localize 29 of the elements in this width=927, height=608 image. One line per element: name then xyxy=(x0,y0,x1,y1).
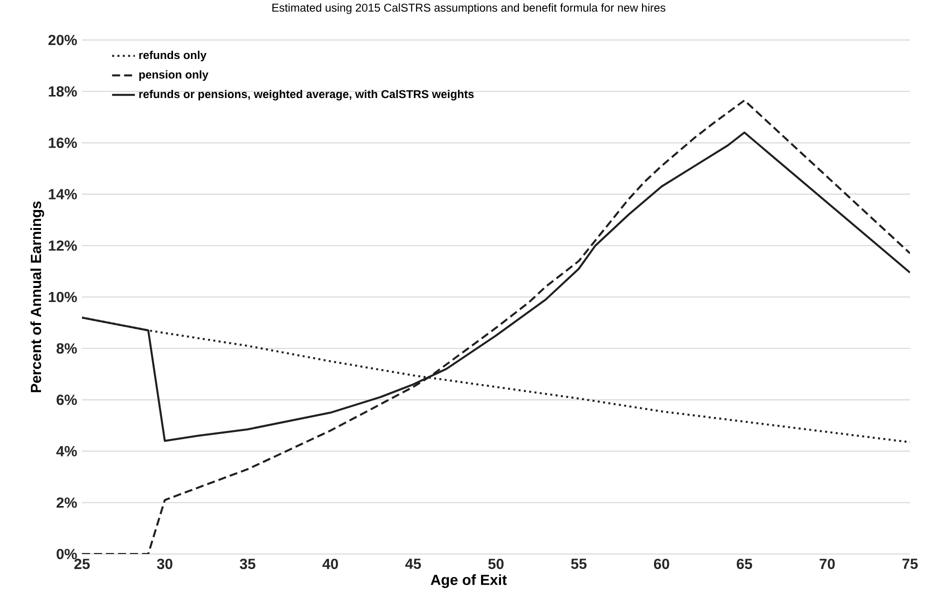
legend-label: pension only xyxy=(139,70,208,81)
y-tick-label: 4% xyxy=(56,446,77,456)
x-tick-label: 55 xyxy=(571,558,587,569)
x-tick-label: 45 xyxy=(405,558,421,569)
legend-label: refunds or pensions, weighted average, with CalSTRS weights xyxy=(139,90,474,100)
x-tick-label: 35 xyxy=(240,558,256,570)
y-tick-label: 18% xyxy=(48,86,77,97)
x-tick-label: 60 xyxy=(654,558,670,570)
y-tick-label: 16% xyxy=(48,138,77,148)
line-series xyxy=(82,99,910,554)
legend-label: refunds only xyxy=(139,50,206,62)
y-tick-label: 0% xyxy=(56,548,77,560)
x-tick-label: 70 xyxy=(820,558,835,570)
y-tick-label: 6% xyxy=(56,394,77,405)
x-tick-label: 30 xyxy=(156,558,172,570)
y-tick-label: 10% xyxy=(48,292,77,302)
y-axis-title: Percent of Annual Earnings xyxy=(30,201,44,392)
y-tick-label: 8% xyxy=(56,343,77,354)
y-tick-label: 20% xyxy=(48,34,77,46)
x-tick-label: 65 xyxy=(736,558,752,570)
x-tick-label: 50 xyxy=(488,558,504,570)
x-tick-label: 75 xyxy=(902,558,918,569)
chart-title: Estimated using 2015 CalSTRS assumptions and benefit formula for new hires xyxy=(272,3,666,14)
y-tick-label: 12% xyxy=(48,240,77,251)
x-axis-title: Age of Exit xyxy=(430,574,507,588)
y-tick-label: 14% xyxy=(48,189,77,200)
x-tick-label: 25 xyxy=(74,558,90,570)
y-tick-label: 2% xyxy=(56,497,77,508)
x-tick-label: 40 xyxy=(322,558,338,570)
